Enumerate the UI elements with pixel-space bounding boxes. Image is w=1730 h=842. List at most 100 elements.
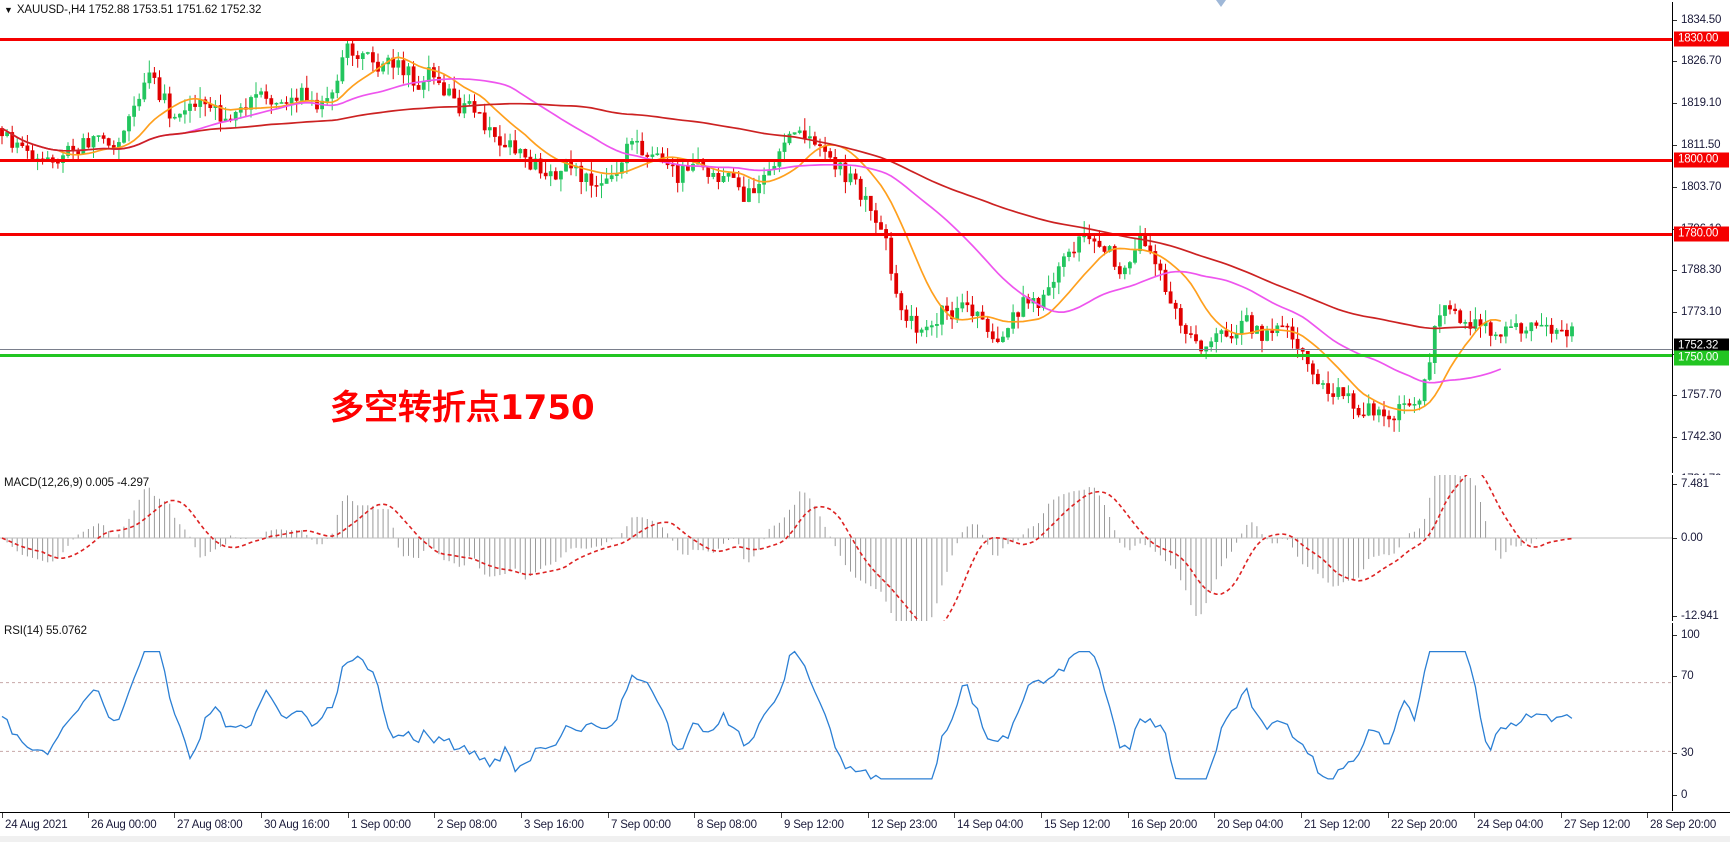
price-tick-mark [1673, 270, 1677, 271]
time-tick-mark [1647, 813, 1648, 818]
price-axis-separator [1672, 2, 1673, 473]
time-tick-label: 16 Sep 20:00 [1131, 819, 1198, 831]
macd-tick-mark [1673, 616, 1677, 617]
macd-tick-label: 0.00 [1681, 532, 1703, 544]
price-axis[interactable]: 1834.501826.701819.101811.501803.701796.… [1673, 2, 1730, 568]
time-tick-label: 8 Sep 08:00 [697, 819, 757, 831]
chevron-down-icon[interactable]: ▼ [4, 4, 13, 15]
macd-tick-mark [1673, 538, 1677, 539]
bottom-strip [0, 836, 1730, 842]
macd-axis-separator [1672, 475, 1673, 621]
rsi-tick-mark [1673, 753, 1677, 754]
price-tick-mark [1673, 187, 1677, 188]
time-tick-label: 30 Aug 16:00 [264, 819, 330, 831]
price-tick-mark [1673, 437, 1677, 438]
time-tick-label: 21 Sep 12:00 [1304, 819, 1371, 831]
time-tick-label: 7 Sep 00:00 [611, 819, 671, 831]
time-tick-mark [348, 813, 349, 818]
price-level-badge[interactable]: 1752.32 [1674, 338, 1729, 354]
time-tick-label: 15 Sep 12:00 [1044, 819, 1111, 831]
time-tick-mark [1388, 813, 1389, 818]
price-tick-label: 1742.30 [1681, 431, 1722, 443]
price-tick-mark [1673, 61, 1677, 62]
time-tick-mark [434, 813, 435, 818]
time-tick-mark [694, 813, 695, 818]
time-tick-mark [174, 813, 175, 818]
time-tick-mark [2, 813, 3, 818]
price-tick-mark [1673, 312, 1677, 313]
price-tick-label: 1803.70 [1681, 181, 1722, 193]
rsi-tick-label: 100 [1681, 629, 1700, 641]
level-line-1780 [0, 233, 1672, 236]
price-tick-label: 1773.10 [1681, 306, 1722, 318]
rsi-tick-mark [1673, 795, 1677, 796]
time-tick-mark [608, 813, 609, 818]
time-tick-mark [1474, 813, 1475, 818]
time-tick-label: 2 Sep 08:00 [437, 819, 497, 831]
time-tick-label: 20 Sep 04:00 [1217, 819, 1284, 831]
rsi-tick-label: 0 [1681, 789, 1688, 801]
rsi-axis-separator [1672, 623, 1673, 811]
rsi-tick-mark [1673, 635, 1677, 636]
time-tick-label: 12 Sep 23:00 [871, 819, 938, 831]
level-line-1800 [0, 159, 1672, 162]
rsi-series [0, 650, 1672, 780]
time-tick-mark [781, 813, 782, 818]
time-tick-mark [1214, 813, 1215, 818]
time-tick-mark [1561, 813, 1562, 818]
time-tick-label: 22 Sep 20:00 [1391, 819, 1458, 831]
macd-tick-label: 7.481 [1681, 478, 1709, 490]
rsi-tick-label: 70 [1681, 670, 1694, 682]
level-line-1830 [0, 38, 1672, 41]
price-tick-label: 1834.50 [1681, 14, 1722, 26]
price-tick-label: 1757.70 [1681, 389, 1722, 401]
time-tick-label: 27 Sep 12:00 [1564, 819, 1631, 831]
price-tick-label: 1788.30 [1681, 264, 1722, 276]
time-tick-label: 24 Aug 2021 [5, 819, 68, 831]
scroll-marker-icon[interactable] [1216, 0, 1226, 7]
time-tick-mark [868, 813, 869, 818]
price-tick-mark [1673, 20, 1677, 21]
level-line-1750 [0, 354, 1672, 357]
rsi-label: RSI(14) 55.0762 [4, 625, 87, 637]
price-tick-mark [1673, 103, 1677, 104]
symbol-header: ▼ XAUUSD-,H4 1752.88 1753.51 1751.62 1752… [4, 4, 261, 16]
rsi-axis[interactable]: 100 70 30 0 [1673, 623, 1730, 811]
time-tick-label: 14 Sep 04:00 [957, 819, 1024, 831]
time-tick-label: 28 Sep 20:00 [1650, 819, 1717, 831]
time-tick-mark [261, 813, 262, 818]
price-level-badge[interactable]: 1750.00 [1674, 350, 1729, 366]
rsi-plot-area[interactable] [0, 623, 1672, 811]
macd-plot-area[interactable] [0, 475, 1672, 621]
macd-tick-label: -12.941 [1681, 610, 1719, 622]
time-tick-mark [1128, 813, 1129, 818]
price-level-badge[interactable]: 1830.00 [1674, 31, 1729, 47]
rsi-tick-mark [1673, 676, 1677, 677]
price-level-badge[interactable]: 1780.00 [1674, 226, 1729, 242]
price-tick-mark [1673, 145, 1677, 146]
time-tick-mark [88, 813, 89, 818]
price-tick-mark [1673, 395, 1677, 396]
time-tick-mark [521, 813, 522, 818]
macd-label: MACD(12,26,9) 0.005 -4.297 [4, 477, 150, 489]
price-tick-label: 1826.70 [1681, 55, 1722, 67]
time-tick-label: 27 Aug 08:00 [177, 819, 243, 831]
price-level-badge[interactable]: 1800.00 [1674, 152, 1729, 168]
time-tick-mark [954, 813, 955, 818]
price-tick-label: 1819.10 [1681, 97, 1722, 109]
level-line-current [0, 349, 1672, 350]
price-tick-label: 1811.50 [1681, 139, 1721, 151]
time-tick-label: 3 Sep 16:00 [524, 819, 584, 831]
time-tick-mark [1301, 813, 1302, 818]
time-tick-label: 1 Sep 00:00 [351, 819, 411, 831]
price-plot-area[interactable] [0, 2, 1672, 473]
time-tick-label: 24 Sep 04:00 [1477, 819, 1544, 831]
time-tick-mark [1041, 813, 1042, 818]
macd-tick-mark [1673, 484, 1677, 485]
chart-annotation-text: 多空转折点1750 [330, 388, 595, 428]
rsi-tick-label: 30 [1681, 747, 1694, 759]
macd-axis[interactable]: 7.481 0.00 -12.941 [1673, 475, 1730, 622]
price-candlestick-series [0, 39, 1574, 432]
time-tick-label: 26 Aug 00:00 [91, 819, 157, 831]
